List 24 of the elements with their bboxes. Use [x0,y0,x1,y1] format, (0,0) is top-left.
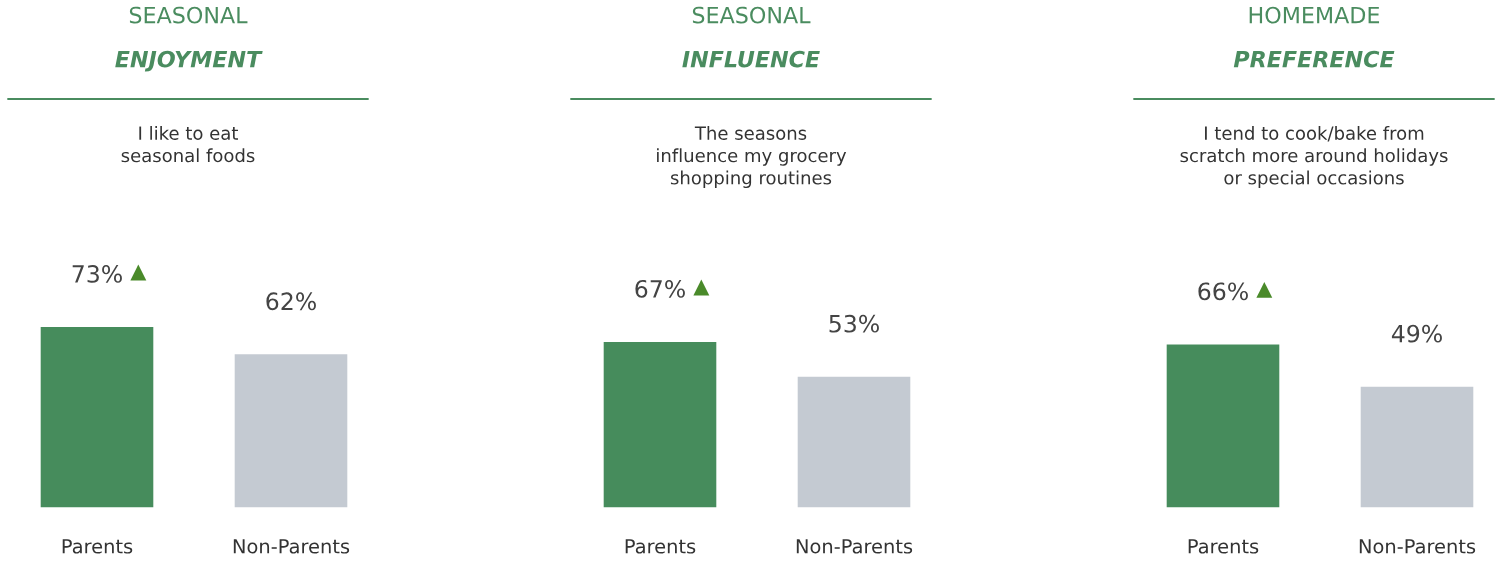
data-label: 62% [266,292,316,311]
data-label: 73% [72,264,122,283]
data-label: 66% [1198,282,1248,301]
annotation: ▲ [1256,281,1273,298]
x-tick-label: Non-Parents [796,539,913,554]
chart-subtitle: ENJOYMENT [115,50,263,72]
chart-title: SEASONAL [129,6,248,24]
text: I like to eat seasonal foods [121,126,255,163]
x-tick-label: Non-Parents [233,539,350,554]
chart-title: HOMEMADE [1249,6,1380,24]
data-label: 49% [1391,324,1442,343]
annotation: ▲ [130,264,147,281]
chart-subtitle: INFLUENCE [682,50,820,68]
data-label: 67% [635,279,685,298]
x-tick-label: Parents [1188,539,1259,554]
chart-subtitle: PREFERENCE [1233,50,1395,68]
data-label: 53% [829,314,879,333]
x-tick-label: Non-Parents [1359,539,1476,554]
text: I tend to cook/bake from scratch more around holidays or special occasions [1180,126,1448,189]
x-tick-label: Parents [62,539,133,554]
text: The seasons influence my grocery shopping routines [657,126,847,189]
annotation: ▲ [693,279,710,296]
chart-title: SEASONAL [692,6,811,24]
x-tick-label: Parents [625,539,696,554]
